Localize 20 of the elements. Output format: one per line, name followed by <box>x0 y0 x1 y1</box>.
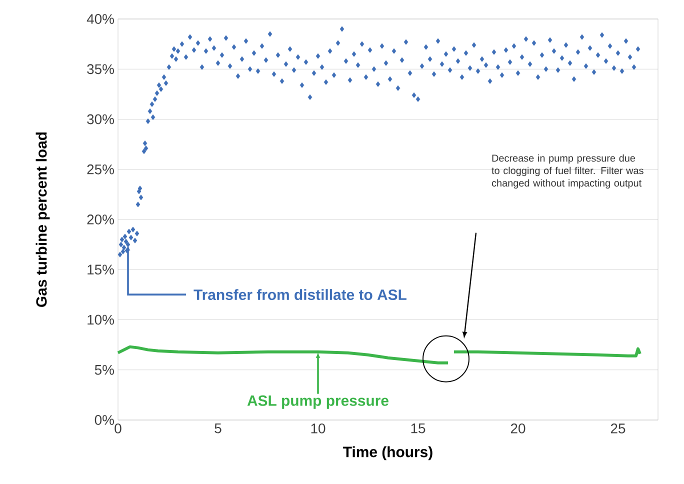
x-tick-label: 5 <box>214 424 222 434</box>
y-tick-label: 0% <box>94 415 114 425</box>
x-tick-label: 10 <box>311 424 326 434</box>
y-tick-label: 15% <box>88 264 114 275</box>
annotation: Transfer from distillate to ASL <box>194 289 406 300</box>
annotation: Decrease in pump pressure due to clogging of fuel filter. Filter was changed without impacting output <box>492 154 644 189</box>
text: ASL pump pressure <box>247 395 388 409</box>
y-tick-label: 25% <box>87 164 114 174</box>
x-tick-label: 25 <box>610 424 626 434</box>
y-tick-label: 40% <box>86 14 114 24</box>
x-tick-label: 20 <box>510 424 526 434</box>
x-tick-label: 15 <box>411 424 426 434</box>
y-tick-label: 20% <box>87 214 114 224</box>
y-tick-label: 35% <box>87 64 114 74</box>
y-axis-title: Gas turbine percent load <box>36 132 50 307</box>
y-tick-label: 10% <box>88 314 114 325</box>
y-tick-label: 5% <box>94 364 114 375</box>
y-tick-label: 30% <box>87 114 114 124</box>
x-axis-title: Time (hours) <box>343 446 432 460</box>
x-tick-label: 0 <box>114 424 122 434</box>
